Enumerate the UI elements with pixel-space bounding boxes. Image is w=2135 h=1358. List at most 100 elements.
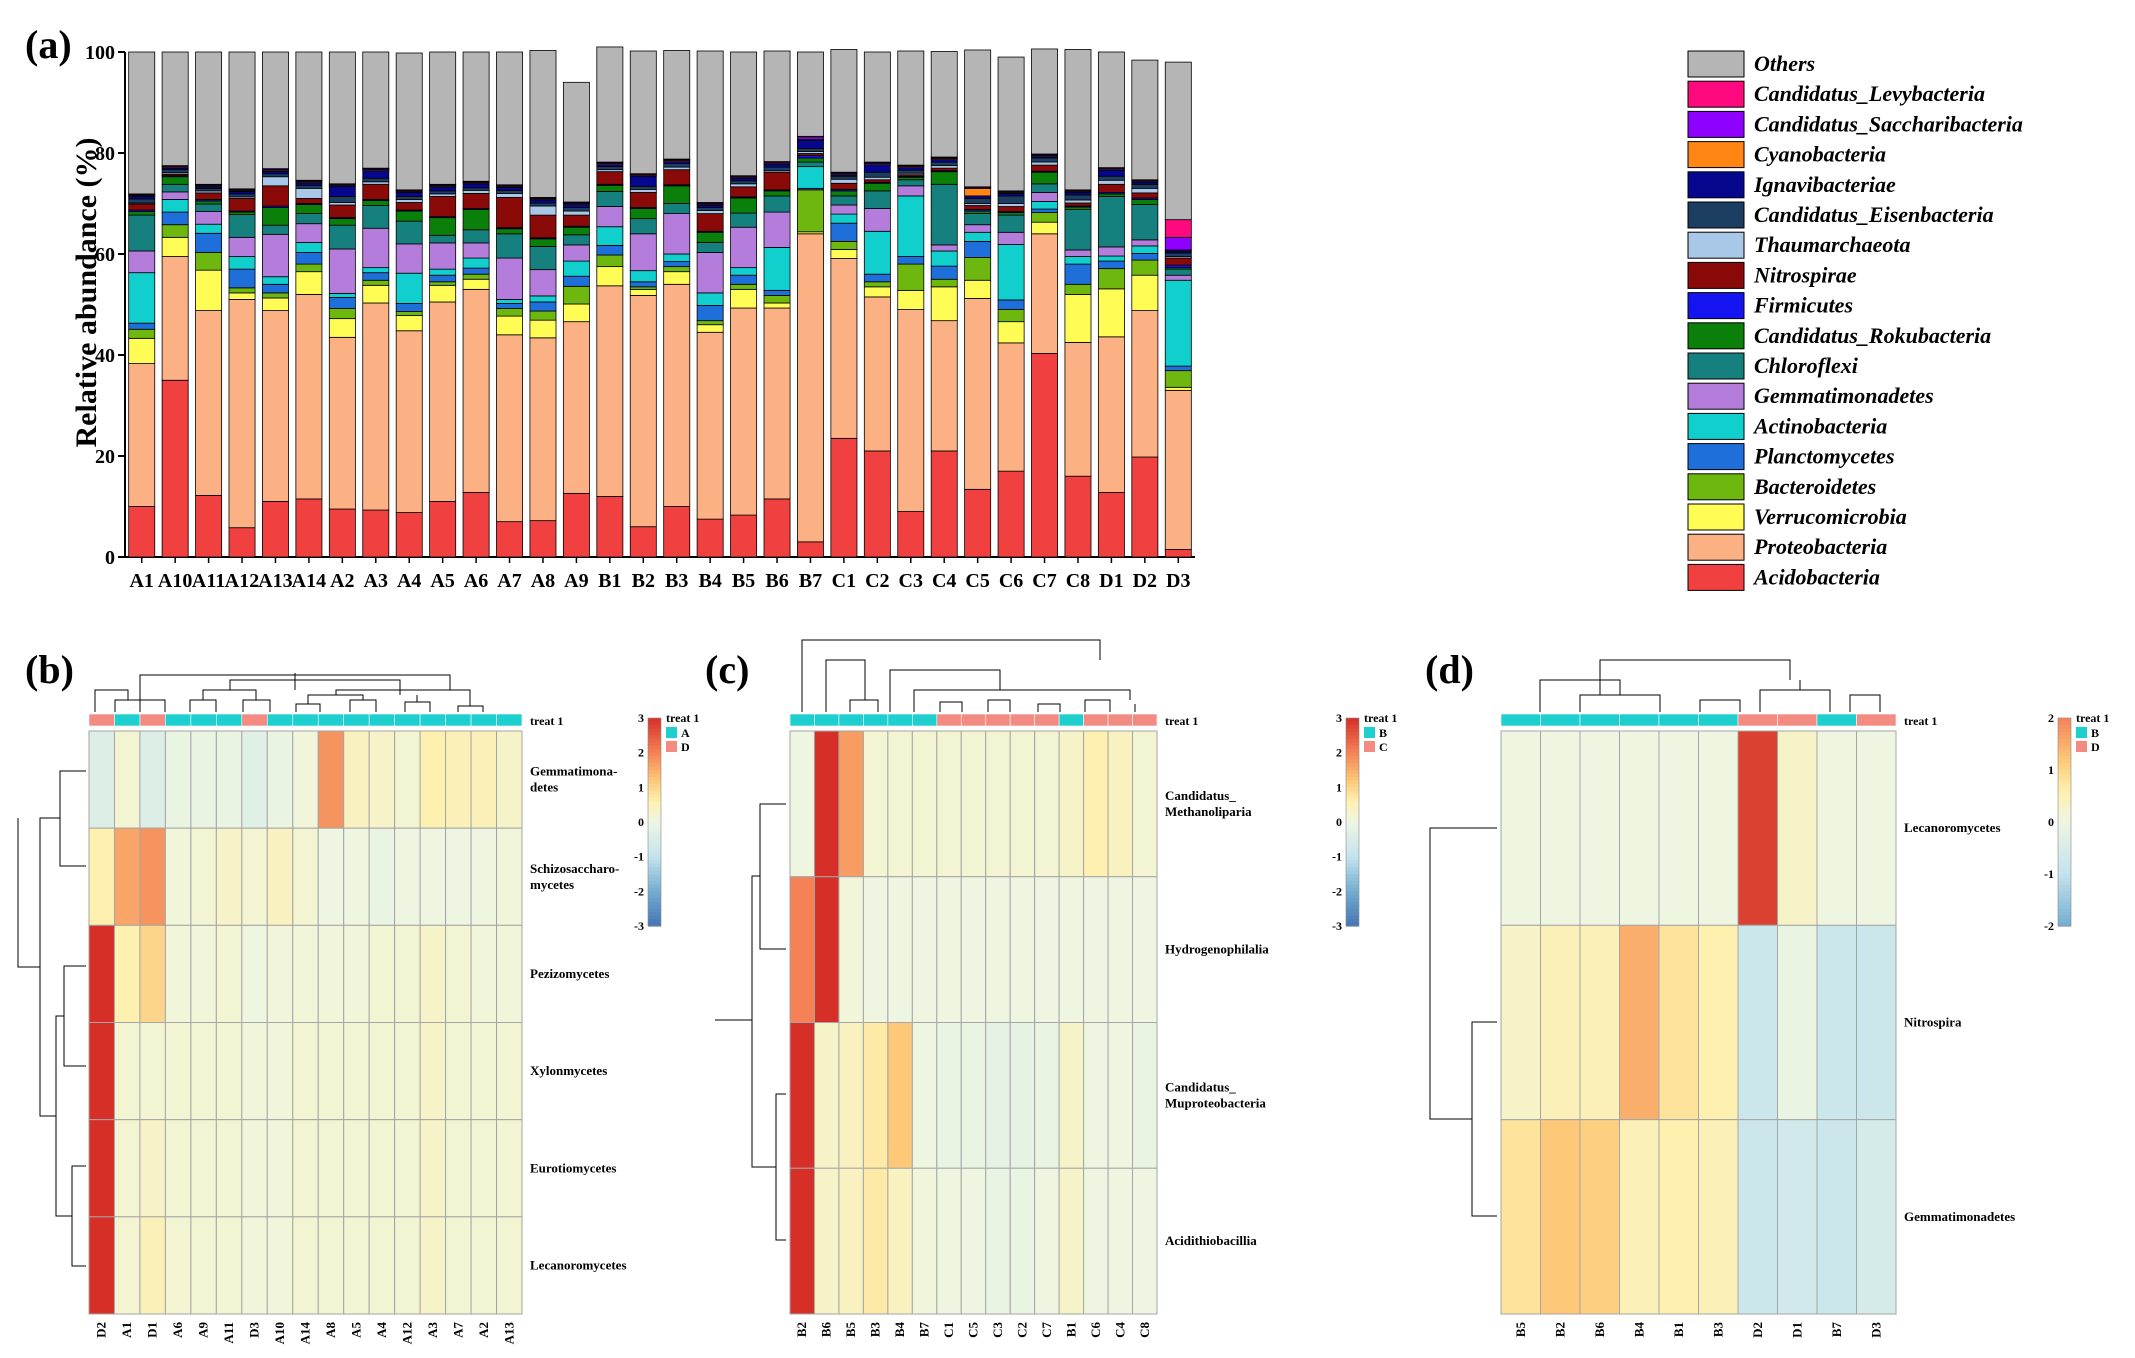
colorbar-segment: [648, 728, 661, 733]
heatmap-cell: [113, 1216, 141, 1315]
legend-label-candidatus-eisenbacteria: Candidatus_Eisenbacteria: [1754, 202, 1994, 227]
colorbar-segment: [648, 853, 661, 858]
bar-segment-cyanobacteria: [964, 187, 992, 197]
bar-segment-acidobacteria: [1064, 475, 1092, 558]
dendrogram-branch: [202, 689, 257, 700]
bar-segment-nitrospirae: [1164, 257, 1192, 266]
dendrogram-branch: [1539, 679, 1621, 712]
dendrogram-branch: [1699, 699, 1741, 712]
bar-segment-proteobacteria: [1064, 341, 1092, 477]
bar-segment-proteobacteria: [128, 363, 156, 507]
bar-segment-planctomycetes: [228, 268, 256, 289]
bar-segment-gemmatimonadetes: [562, 244, 590, 262]
bar-segment-verrucomicrobia: [128, 337, 156, 364]
column-label: B3: [868, 1322, 883, 1338]
bar-segment-others: [328, 51, 356, 185]
bar-segment-planctomycetes: [596, 245, 624, 256]
heatmap-cell: [985, 876, 1011, 1023]
bar-segment-acidobacteria: [964, 488, 992, 558]
colorbar-segment: [2058, 901, 2071, 906]
heatmap-cell: [1540, 730, 1581, 926]
column-label: C5: [966, 1322, 981, 1338]
heatmap-cell: [1009, 1022, 1036, 1169]
y-axis-title: Relative abundance (%): [70, 138, 103, 448]
group-legend-swatch-d: [2076, 741, 2087, 752]
bar-segment-chloroflexi: [328, 224, 356, 250]
heatmap-cell: [985, 1022, 1011, 1169]
annotation-cell-d: [139, 713, 166, 727]
bar-segment-others: [797, 51, 824, 137]
y-tick-label: 80: [95, 143, 115, 165]
heatmap-cell: [1132, 1167, 1158, 1315]
colorbar-segment: [2058, 860, 2071, 865]
colorbar-segment: [2058, 818, 2071, 823]
heatmap-cell: [496, 1022, 523, 1121]
colorbar-segment: [648, 874, 661, 879]
bar-segment-verrucomicrobia: [1064, 293, 1092, 343]
bar-segment-verrucomicrobia: [328, 318, 356, 338]
heatmap-cell: [241, 730, 268, 829]
heatmap-cell: [88, 730, 115, 829]
colorbar-tick: 1: [1336, 780, 1342, 794]
colorbar-segment: [2058, 811, 2071, 816]
bar-segment-nitrospirae: [730, 186, 758, 198]
bar-segment-actinobacteria: [362, 267, 390, 274]
bar-segment-ignavibacteriae: [496, 186, 523, 191]
row-label: Muproteobacteria: [1165, 1095, 1266, 1110]
colorbar-segment: [2058, 804, 2071, 809]
heatmap-cell: [1737, 924, 1778, 1121]
bar-segment-candidatus-eisenbacteria: [730, 180, 758, 185]
annotation-cell-a: [216, 713, 243, 727]
heatmap-cell: [470, 827, 498, 926]
column-label: B5: [843, 1322, 858, 1338]
bar-segment-candidatus-rokubacteria: [496, 228, 523, 235]
colorbar-segment: [2058, 853, 2071, 858]
heatmap-cell: [343, 1119, 370, 1218]
legend-label-others: Others: [1754, 51, 1815, 76]
annotation-cell-a: [190, 713, 217, 727]
heatmap-cell: [317, 1022, 345, 1121]
bar-segment-others: [529, 50, 557, 198]
annotation-cell-a: [165, 713, 192, 727]
dendrogram-branch: [801, 639, 1101, 712]
annotation-cell-b: [1500, 713, 1541, 727]
heatmap-cell: [88, 1022, 115, 1121]
bar-segment-nitrospirae: [696, 213, 724, 232]
bar-segment-bacteroidetes: [596, 254, 624, 268]
colorbar-segment: [1346, 856, 1359, 861]
bar-segment-nitrospirae: [997, 206, 1025, 212]
bar-segment-actinobacteria: [596, 226, 624, 246]
bar-segment-chloroflexi: [529, 246, 557, 271]
bar-segment-bacteroidetes: [529, 310, 557, 321]
colorbar-segment: [648, 867, 661, 872]
bar-segment-candidatus-eisenbacteria: [997, 195, 1025, 204]
heatmap-cell: [1658, 730, 1699, 926]
bar-segment-nitrospirae: [496, 197, 523, 229]
colorbar-segment: [648, 759, 661, 764]
bar-segment-gemmatimonadetes: [295, 223, 323, 243]
bar-segment-gemmatimonadetes: [863, 208, 891, 232]
bar-segment-others: [696, 50, 724, 203]
bar-segment-acidobacteria: [295, 498, 323, 558]
dendrogram-branch: [295, 703, 321, 712]
heatmap-cell: [1777, 924, 1818, 1121]
heatmap-cell: [936, 1167, 962, 1315]
heatmap-cell: [292, 1216, 319, 1315]
colorbar-segment: [1346, 794, 1359, 799]
row-label: Lecanoromycetes: [530, 1257, 627, 1272]
annotation-cell-c: [1107, 713, 1133, 727]
annotation-title: treat 1: [1165, 714, 1198, 728]
bar-segment-candidatus-rokubacteria: [362, 200, 390, 206]
bar-segment-ignavibacteriae: [529, 199, 557, 204]
bar-segment-proteobacteria: [529, 337, 557, 522]
bar-segment-acidobacteria: [262, 501, 289, 558]
bar-segment-proteobacteria: [897, 309, 925, 512]
bar-segment-nitrospirae: [1031, 164, 1058, 172]
dendrogram-branch: [63, 965, 86, 1067]
bar-segment-actinobacteria: [696, 292, 724, 306]
heatmap-cell: [470, 1022, 498, 1121]
bar-segment-bacteroidetes: [1031, 212, 1058, 223]
colorbar-segment: [648, 731, 661, 736]
column-label: A6: [170, 1322, 185, 1338]
bar-segment-others: [663, 50, 691, 160]
